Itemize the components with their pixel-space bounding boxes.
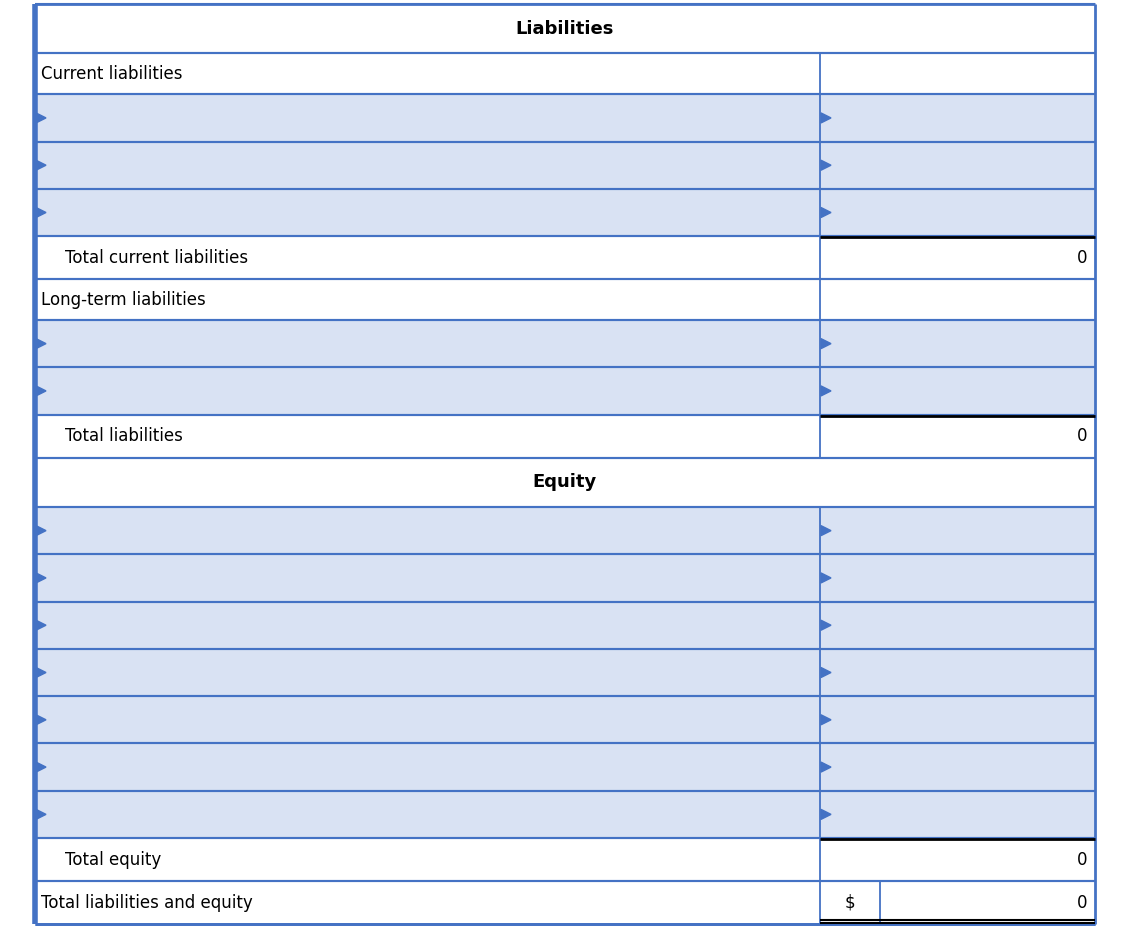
Bar [820,790,1095,838]
Bar [35,601,820,649]
Bar [820,601,1095,649]
Bar [35,415,1095,458]
Bar [35,458,1095,507]
Bar [820,94,1095,142]
Polygon shape [821,809,831,819]
Text: Total liabilities: Total liabilities [65,427,183,445]
Text: Equity: Equity [533,473,597,491]
Bar [820,142,1095,189]
Polygon shape [821,620,831,630]
Polygon shape [821,762,831,772]
Polygon shape [36,620,46,630]
Bar [820,320,1095,367]
Text: Liabilities: Liabilities [516,20,615,37]
Bar [35,53,1095,94]
Bar [35,649,820,696]
Bar [35,142,820,189]
Polygon shape [36,160,46,171]
Polygon shape [821,715,831,725]
Text: 0: 0 [1077,427,1087,445]
Bar [35,696,820,744]
Polygon shape [36,667,46,678]
Polygon shape [821,113,831,123]
Polygon shape [821,667,831,678]
Polygon shape [36,762,46,772]
Bar [820,696,1095,744]
Polygon shape [36,113,46,123]
Bar [820,555,1095,601]
Bar [820,367,1095,415]
Text: 0: 0 [1077,894,1087,911]
Text: Current liabilities: Current liabilities [41,65,182,83]
Bar [35,507,820,555]
Polygon shape [821,526,831,536]
Polygon shape [36,715,46,725]
Polygon shape [36,208,46,217]
Bar [820,507,1095,555]
Polygon shape [821,160,831,171]
Bar [35,881,1095,924]
Polygon shape [821,386,831,396]
Bar [820,744,1095,790]
Bar [35,367,820,415]
Polygon shape [821,208,831,217]
Polygon shape [36,386,46,396]
Text: Total liabilities and equity: Total liabilities and equity [41,894,252,911]
Polygon shape [36,809,46,819]
Polygon shape [821,573,831,582]
Bar [35,94,820,142]
Bar [35,555,820,601]
Text: Total equity: Total equity [65,851,161,869]
Bar [35,744,820,790]
Bar [35,236,1095,280]
Bar [820,189,1095,236]
Polygon shape [36,338,46,349]
Bar [35,838,1095,881]
Text: Long-term liabilities: Long-term liabilities [41,291,206,308]
Text: Total current liabilities: Total current liabilities [65,249,248,267]
Bar [820,649,1095,696]
Bar [35,4,1095,53]
Text: 0: 0 [1077,249,1087,267]
Bar [35,320,820,367]
Text: 0: 0 [1077,851,1087,869]
Polygon shape [36,573,46,582]
Text: $: $ [844,894,856,911]
Polygon shape [36,526,46,536]
Polygon shape [821,338,831,349]
Bar [35,280,1095,320]
Bar [35,790,820,838]
Bar [35,189,820,236]
